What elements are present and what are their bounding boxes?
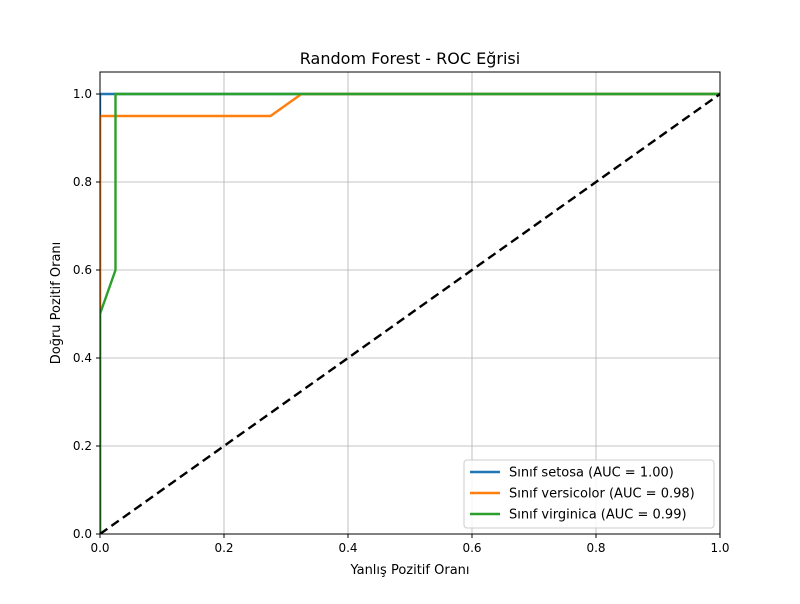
- y-tick-label: 1.0: [73, 87, 92, 101]
- x-tick-label: 0.8: [586, 541, 605, 555]
- x-tick-label: 1.0: [710, 541, 729, 555]
- x-tick-label: 0.2: [214, 541, 233, 555]
- x-tick-label: 0.0: [90, 541, 109, 555]
- ticks: 0.0 0.2 0.4 0.6 0.8 1.0 0.0 0.2 0.4 0.6 0.8 1.0: [73, 87, 730, 555]
- x-tick-label: 0.4: [338, 541, 357, 555]
- chart-title: Random Forest - ROC Eğrisi: [300, 49, 520, 68]
- y-tick-label: 0.0: [73, 527, 92, 541]
- x-axis-label: Yanlış Pozitif Oranı: [349, 563, 469, 578]
- y-axis-label: Doğru Pozitif Oranı: [49, 242, 64, 365]
- legend-label-1: Sınıf setosa (AUC = 1.00): [509, 466, 674, 481]
- y-tick-label: 0.6: [73, 263, 92, 277]
- grid: [99, 72, 721, 535]
- legend-label-3: Sınıf virginica (AUC = 0.99): [509, 508, 687, 523]
- y-tick-label: 0.2: [73, 439, 92, 453]
- x-tick-label: 0.6: [462, 541, 481, 555]
- plot-frame: [99, 71, 721, 535]
- legend-box: [463, 459, 715, 529]
- series-line-3: [100, 92, 720, 534]
- y-tick-label: 0.4: [73, 351, 92, 365]
- series-layer: [100, 92, 720, 534]
- legend-label-2: Sınıf versicolor (AUC = 0.98): [509, 487, 695, 502]
- reference-diagonal-line: [100, 93, 720, 534]
- y-tick-label: 0.8: [73, 175, 92, 189]
- legend: Sınıf setosa (AUC = 1.00) Sınıf versicolo…: [463, 459, 715, 529]
